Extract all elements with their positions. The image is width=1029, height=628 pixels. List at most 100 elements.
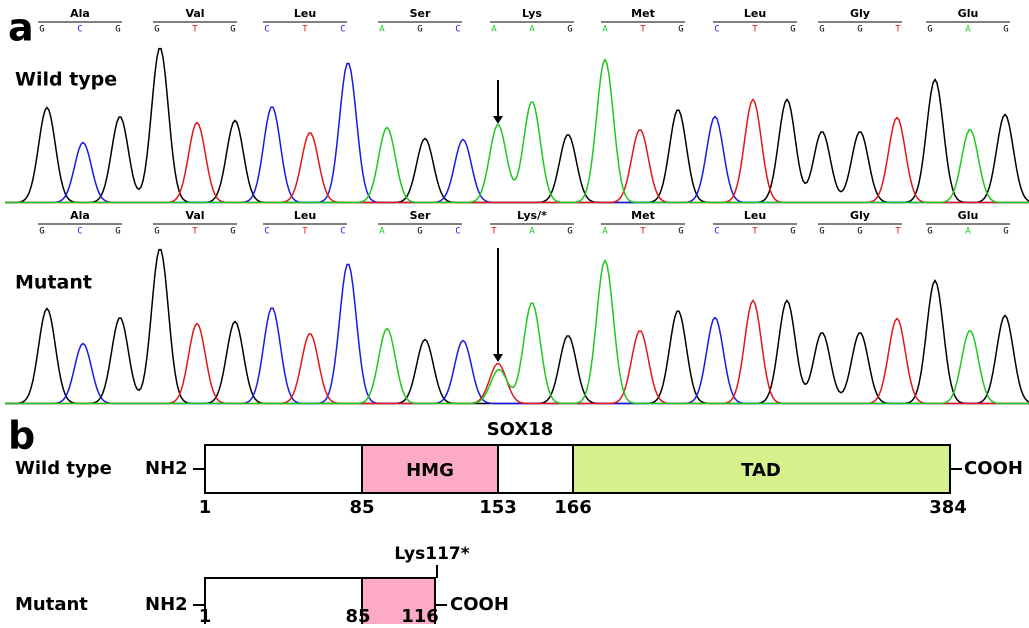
position: 1 [199, 497, 212, 518]
figure: a Wild type Mutant b SOX18 Wild type NH2… [0, 0, 1029, 624]
base: G [39, 25, 44, 35]
base: T [640, 227, 646, 237]
base: G [857, 25, 862, 35]
base: G [230, 25, 235, 35]
trace [5, 60, 1029, 203]
base: C [714, 25, 719, 35]
base: G [927, 25, 932, 35]
trace [5, 265, 1029, 404]
row-label: Wild type [15, 458, 112, 479]
amino-acid: Leu [294, 7, 316, 20]
trace [5, 64, 1029, 203]
base: G [115, 25, 120, 35]
n-terminus: NH2 [145, 458, 188, 479]
base: A [602, 227, 608, 237]
base: A [602, 25, 608, 35]
trace [5, 261, 1029, 404]
base: T [302, 227, 308, 237]
base: C [340, 25, 345, 35]
position: 85 [349, 497, 374, 518]
base: C [264, 227, 269, 237]
base: G [678, 227, 683, 237]
trace [5, 49, 1029, 203]
protein-title: SOX18 [487, 419, 554, 440]
amino-acid: Met [631, 209, 655, 222]
base: G [417, 227, 422, 237]
row-label: Mutant [15, 594, 88, 615]
track-label: Wild type [15, 69, 117, 91]
amino-acid: Glu [958, 209, 979, 222]
amino-acid: Ala [70, 7, 90, 20]
base: A [529, 227, 535, 237]
base: A [491, 25, 497, 35]
base: T [192, 227, 198, 237]
base: A [965, 25, 971, 35]
base: G [927, 227, 932, 237]
domain-label: TAD [741, 460, 781, 481]
base: T [302, 25, 308, 35]
base: G [819, 25, 824, 35]
base: A [379, 25, 385, 35]
amino-acid: Ala [70, 209, 90, 222]
position: 85 [345, 606, 370, 624]
mutation-label: Lys117* [394, 544, 469, 564]
amino-acid: Val [185, 7, 204, 20]
base: C [340, 227, 345, 237]
position: 384 [929, 497, 967, 518]
arrow-head [493, 116, 503, 124]
c-terminus: COOH [450, 594, 509, 615]
track-label: Mutant [15, 272, 92, 294]
amino-acid: Leu [294, 209, 316, 222]
panel-label: b [8, 414, 35, 458]
base: G [417, 25, 422, 35]
base: G [1003, 25, 1008, 35]
amino-acid: Gly [850, 7, 870, 20]
domain-label: HMG [406, 460, 454, 481]
amino-acid: Ser [410, 7, 431, 20]
base: T [895, 227, 901, 237]
base: C [77, 25, 82, 35]
base: T [192, 25, 198, 35]
amino-acid: Glu [958, 7, 979, 20]
base: A [379, 227, 385, 237]
base: G [154, 25, 159, 35]
position: 153 [479, 497, 517, 518]
position: 166 [554, 497, 592, 518]
base: T [752, 227, 758, 237]
base: A [965, 227, 971, 237]
base: G [1003, 227, 1008, 237]
n-terminus: NH2 [145, 594, 188, 615]
base: C [714, 227, 719, 237]
base: G [790, 227, 795, 237]
base: A [529, 25, 535, 35]
base: T [895, 25, 901, 35]
base: C [264, 25, 269, 35]
base: G [678, 25, 683, 35]
base: G [857, 227, 862, 237]
region [498, 445, 573, 493]
amino-acid: Val [185, 209, 204, 222]
amino-acid: Lys [522, 7, 542, 20]
c-terminus: COOH [964, 458, 1023, 479]
base: G [567, 227, 572, 237]
amino-acid: Leu [744, 7, 766, 20]
base: T [640, 25, 646, 35]
amino-acid: Met [631, 7, 655, 20]
region [205, 578, 362, 624]
base: G [115, 227, 120, 237]
base: G [230, 227, 235, 237]
base: T [752, 25, 758, 35]
amino-acid: Ser [410, 209, 431, 222]
position: 1 [199, 606, 212, 624]
amino-acid: Lys/* [517, 209, 547, 222]
amino-acid: Gly [850, 209, 870, 222]
amino-acid: Leu [744, 209, 766, 222]
base: G [39, 227, 44, 237]
region [205, 445, 362, 493]
base: G [819, 227, 824, 237]
base: C [77, 227, 82, 237]
base: G [790, 25, 795, 35]
base: G [154, 227, 159, 237]
base: T [491, 227, 497, 237]
base: C [455, 227, 460, 237]
